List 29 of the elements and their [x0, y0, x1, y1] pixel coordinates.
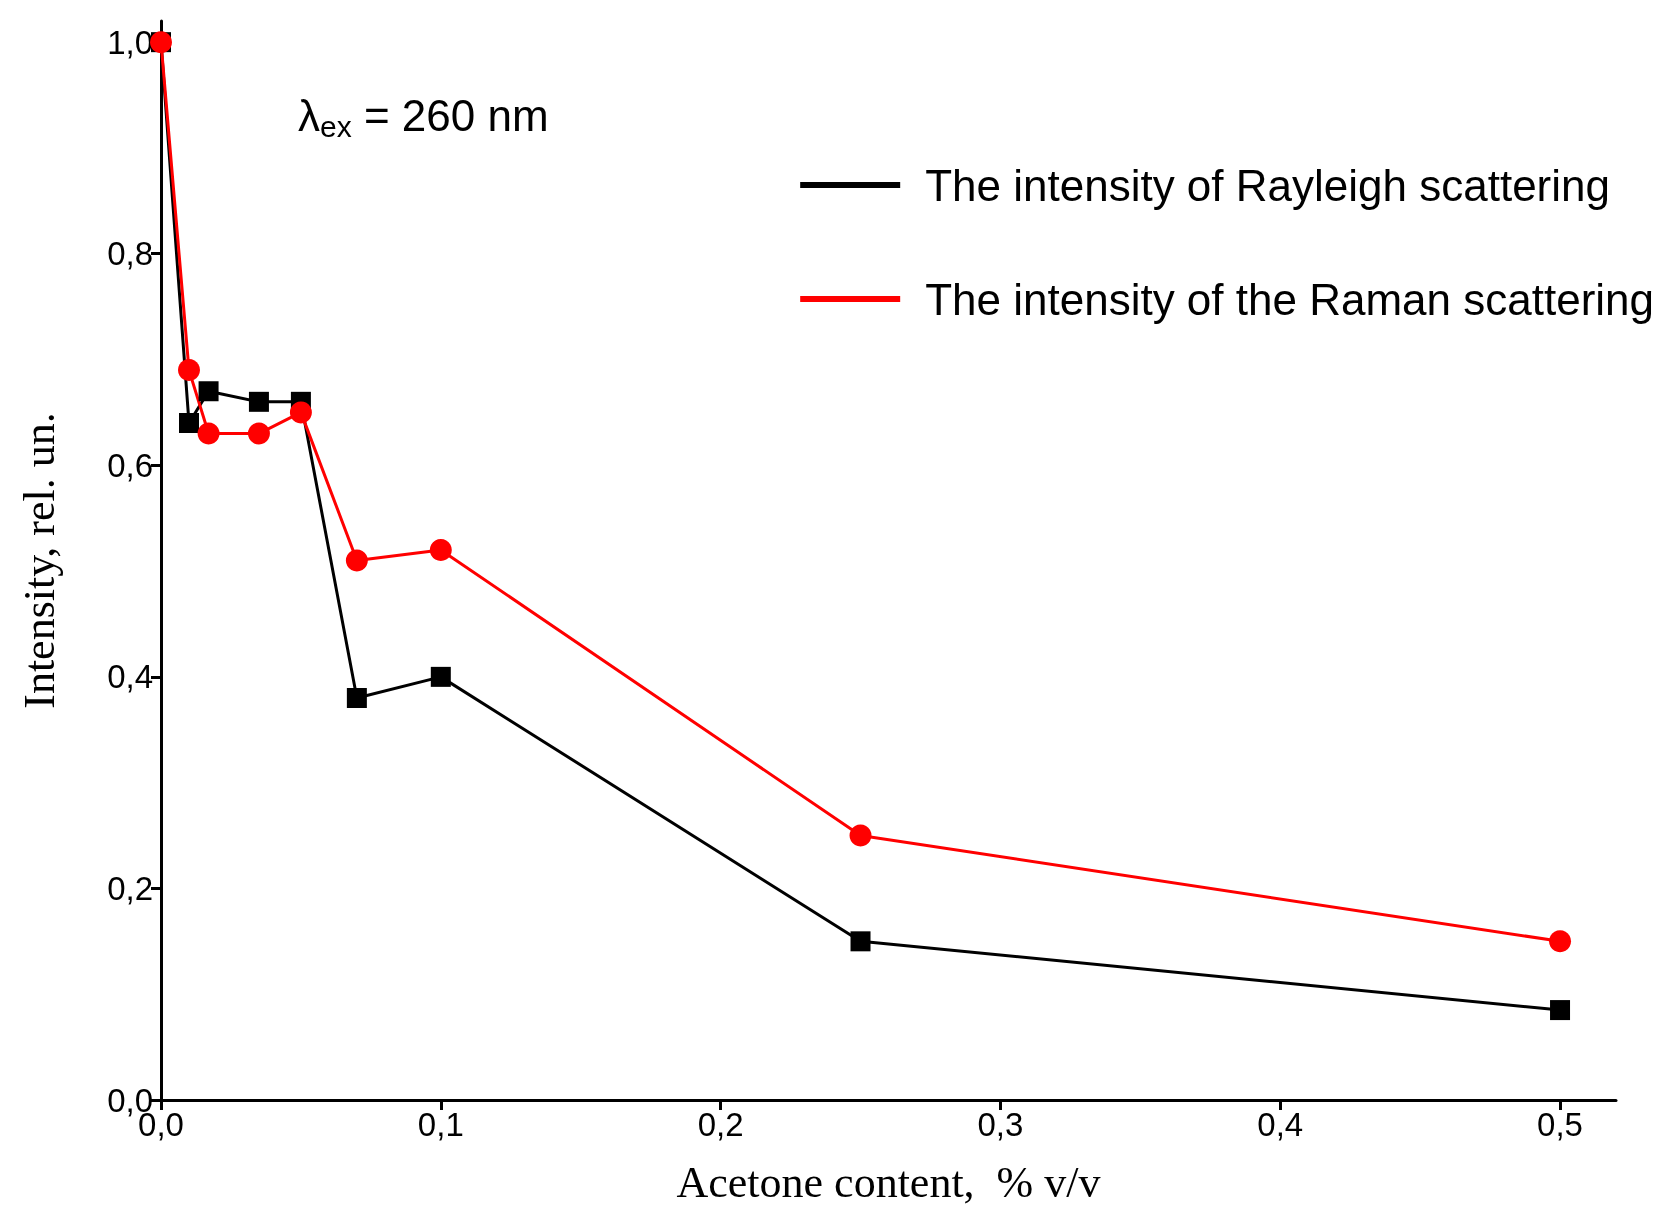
- x-tick-label: 0,4: [1257, 1106, 1304, 1143]
- point: [346, 688, 367, 709]
- point: [430, 666, 451, 687]
- point: [248, 391, 269, 412]
- y-tick-label: 0,8: [107, 235, 153, 273]
- x-axis-title: Acetone content, % v/v: [676, 1157, 1101, 1207]
- y-tick-label: 0,4: [107, 658, 153, 696]
- y-tick-label: 1,0: [107, 23, 153, 61]
- point: [197, 422, 220, 445]
- point: [289, 401, 312, 424]
- y-tick-label: 0,6: [107, 446, 153, 484]
- x-tick-label: 0,1: [417, 1106, 464, 1143]
- point: [1549, 930, 1572, 953]
- point: [429, 538, 452, 561]
- x-tick-label: 0,3: [977, 1106, 1024, 1143]
- point: [850, 931, 871, 952]
- y-axis-title: Intensity, rel. un.: [14, 412, 64, 709]
- x-tick-label: 0,5: [1537, 1106, 1583, 1143]
- legend-label: The intensity of Rayleigh scattering: [925, 160, 1610, 210]
- point: [178, 359, 200, 382]
- y-tick-label: 0,2: [107, 869, 153, 907]
- point: [1550, 1000, 1571, 1021]
- point: [178, 412, 199, 433]
- legend-label: The intensity of the Raman scattering: [925, 274, 1655, 324]
- point: [849, 824, 872, 847]
- x-tick-label: 0,2: [697, 1106, 744, 1143]
- point: [345, 549, 368, 572]
- point: [247, 422, 270, 445]
- point: [198, 381, 219, 402]
